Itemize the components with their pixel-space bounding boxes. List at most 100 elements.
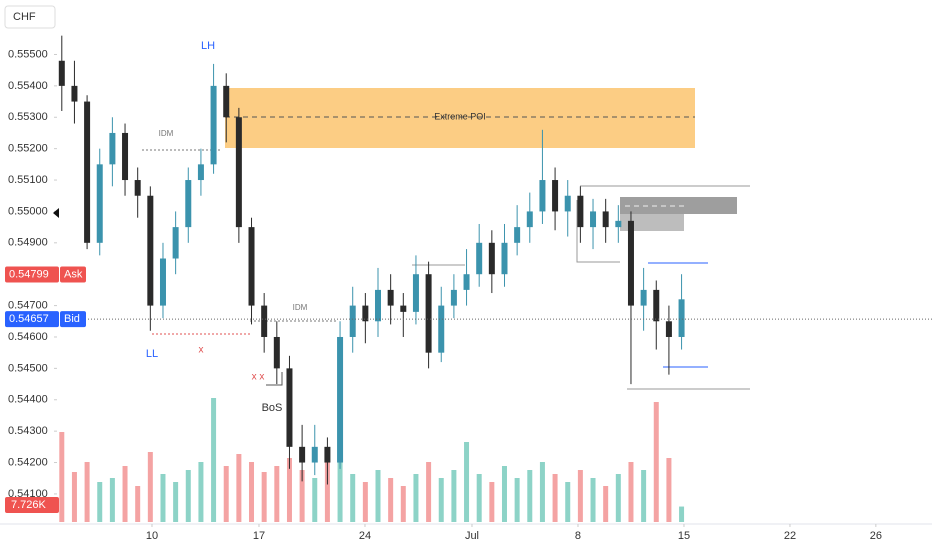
volume-label-box <box>5 497 59 513</box>
y-tick-label: 0.55200 <box>8 143 48 155</box>
candle-body <box>375 289 382 322</box>
candle-body <box>261 305 268 337</box>
candle-body <box>488 242 495 275</box>
x-tick-label: 17 <box>253 530 265 542</box>
candle-body <box>539 180 546 212</box>
volume-bar <box>122 466 128 522</box>
candle-body <box>159 258 166 306</box>
annotation: IDM <box>159 129 174 138</box>
candle-body <box>577 195 584 228</box>
volume-bar <box>388 478 394 522</box>
volume-bar <box>147 452 153 522</box>
volume-bar <box>97 482 103 522</box>
bid-price-box <box>5 311 59 328</box>
volume-bar <box>527 470 533 522</box>
candle-body <box>514 227 521 243</box>
volume-bar <box>299 470 305 522</box>
candle-body <box>109 132 116 165</box>
y-tick-label: 0.54700 <box>8 299 48 311</box>
candle-body <box>71 85 78 102</box>
candle-body <box>400 305 407 312</box>
volume-bar <box>628 462 634 522</box>
volume-bar <box>552 474 558 522</box>
volume-label: 7.726K <box>11 499 47 511</box>
y-tick-label: 0.54300 <box>8 425 48 437</box>
volume-bar <box>198 462 204 522</box>
x-tick-label: Jul <box>465 530 479 542</box>
candle-body <box>248 227 255 306</box>
symbol-box[interactable] <box>4 5 56 29</box>
volume-bar <box>135 486 141 522</box>
candle-body <box>134 180 141 196</box>
volume-bar <box>539 462 545 522</box>
volume-bar <box>185 470 191 522</box>
candle-body <box>96 164 103 243</box>
volume-bar <box>438 478 444 522</box>
y-tick-label: 0.54500 <box>8 362 48 374</box>
symbol: CHF <box>13 11 36 23</box>
volume-bar <box>173 482 179 522</box>
volume-bar <box>514 478 520 522</box>
candle-body <box>526 211 533 228</box>
candle-body <box>324 446 331 463</box>
ask-label: Ask <box>64 268 83 280</box>
plot <box>58 35 685 522</box>
annotation: IDM <box>293 303 308 312</box>
x-tick-label: 26 <box>870 530 882 542</box>
volume-bar <box>324 462 330 522</box>
candle-body <box>172 227 179 259</box>
annotations: Extreme POI IDM IDM LH LL x x x BoS <box>146 40 486 414</box>
volume-bar <box>426 462 432 522</box>
volume-bar <box>337 452 343 522</box>
candle-body <box>450 289 457 306</box>
y-tick-label: 0.54200 <box>8 456 48 468</box>
volume-bar <box>286 458 292 522</box>
gray-zone-dark <box>620 197 737 214</box>
volume-bar <box>679 506 685 522</box>
candle-body <box>552 180 559 212</box>
x-tick-label: 15 <box>678 530 690 542</box>
ask-tag <box>60 266 86 283</box>
volume-bar <box>400 486 406 522</box>
annotation: LH <box>201 40 215 52</box>
volume-bar <box>249 462 255 522</box>
candle-body <box>665 321 672 337</box>
volume-bar <box>451 470 457 522</box>
volume-bar <box>160 474 166 522</box>
volume-bar <box>223 466 229 522</box>
volume-bar <box>211 398 217 522</box>
candle-body <box>438 305 445 353</box>
candle-body <box>425 274 432 353</box>
volume-bar <box>109 478 115 522</box>
candle-body <box>653 289 660 322</box>
volume-bar <box>501 466 507 522</box>
candle-body <box>627 220 634 306</box>
ask-price-box <box>5 266 59 283</box>
x-tick-label: 22 <box>784 530 796 542</box>
volume-bar <box>375 470 381 522</box>
y-tick-label: 0.54600 <box>8 331 48 343</box>
candle-body <box>223 85 230 118</box>
annotation: LL <box>146 348 158 360</box>
candle-body <box>387 289 394 306</box>
volume-bar <box>59 432 65 522</box>
volume-bar <box>350 474 356 522</box>
y-tick-label: 0.55400 <box>8 80 48 92</box>
annotation: BoS <box>262 402 283 414</box>
bid-label: Bid <box>64 313 80 325</box>
y-tick-label: 0.55100 <box>8 174 48 186</box>
ask-price: 0.54799 <box>9 268 49 280</box>
candle-body <box>311 446 318 463</box>
volume-bar <box>489 482 495 522</box>
volume-bar <box>464 442 470 522</box>
candle-body <box>337 336 344 463</box>
annotation: x <box>199 345 204 356</box>
x-tick-label: 10 <box>146 530 158 542</box>
candle-body <box>185 180 192 228</box>
volume-bar <box>666 458 672 522</box>
candle-body <box>362 305 369 322</box>
y-tick-label: 0.55300 <box>8 111 48 123</box>
y-tick-label: 0.55500 <box>8 48 48 60</box>
volume-bar <box>312 478 318 522</box>
